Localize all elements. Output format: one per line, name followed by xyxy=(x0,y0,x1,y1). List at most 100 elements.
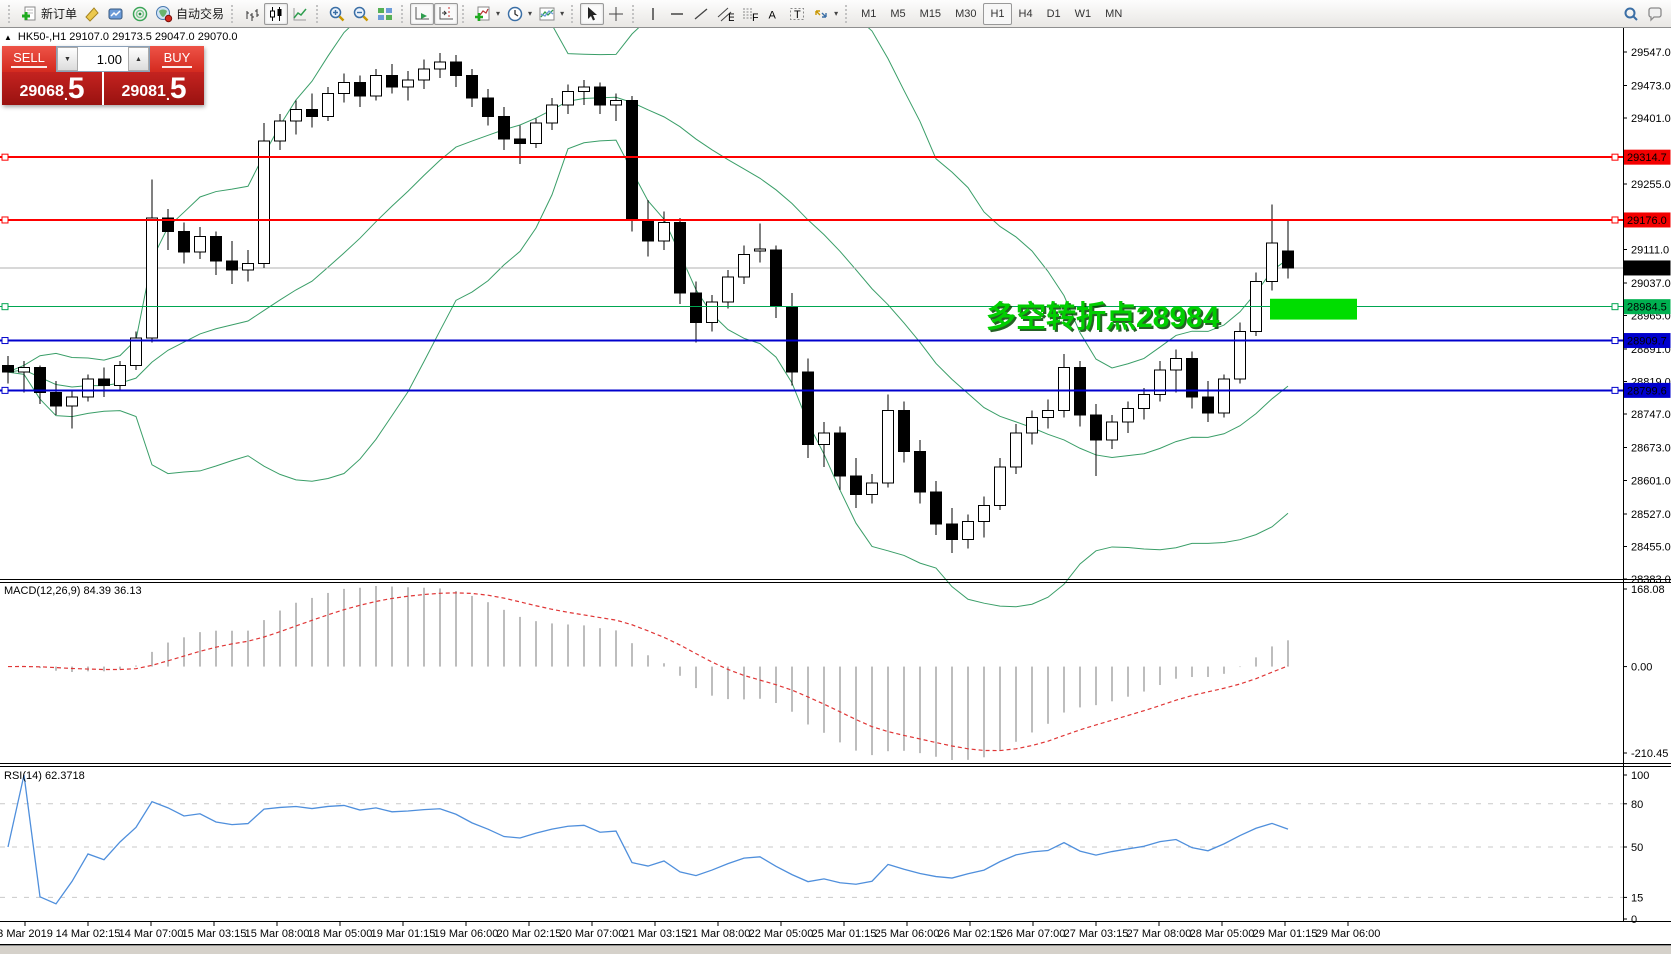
auto-scroll-button[interactable] xyxy=(410,2,435,25)
line-handle[interactable] xyxy=(1611,216,1619,224)
equidistant-channel-button[interactable]: E xyxy=(713,3,737,25)
candle xyxy=(226,240,238,284)
chart-shift-button[interactable] xyxy=(434,2,459,25)
auto-scroll-icon xyxy=(415,6,430,19)
chart-element xyxy=(98,378,110,387)
arrows-button[interactable]: ▾ xyxy=(809,3,841,25)
arrows-caret-icon: ▾ xyxy=(834,9,839,18)
line-handle[interactable] xyxy=(1611,153,1619,161)
line-handle[interactable] xyxy=(1,216,9,224)
profiles-button[interactable] xyxy=(80,3,104,25)
volume-increase-button[interactable]: ▲ xyxy=(128,47,149,71)
volume-stepper: ▼ 1.00 ▲ xyxy=(56,46,150,72)
timeframe-m30[interactable]: M30 xyxy=(955,7,977,20)
price-badge xyxy=(1623,149,1671,165)
periods-button[interactable]: ▾ xyxy=(503,3,535,25)
toolbar-drag-handle[interactable] xyxy=(632,4,637,23)
candle xyxy=(1058,353,1070,418)
buy-price[interactable]: 29081. 5 xyxy=(104,72,204,105)
sell-button[interactable]: SELL xyxy=(2,46,56,72)
candle xyxy=(370,68,382,101)
text-label-button[interactable]: T xyxy=(785,3,809,25)
timeframe-w1[interactable]: W1 xyxy=(1074,7,1092,20)
candle xyxy=(1026,410,1038,445)
line-chart-button[interactable] xyxy=(288,3,312,25)
timeframe-d1[interactable]: D1 xyxy=(1046,7,1061,20)
highlight-rectangle[interactable] xyxy=(1270,298,1357,320)
chart-annotation-text[interactable]: 多空转折点28984 xyxy=(986,301,1220,334)
chat-button[interactable] xyxy=(1643,3,1667,25)
price-axis-label: 29255.0 xyxy=(1631,179,1671,191)
horizontal-line-button[interactable] xyxy=(665,3,689,25)
buy-price-dot: . xyxy=(165,87,170,103)
line-handle[interactable] xyxy=(1,337,9,345)
indicators-button[interactable]: ▾ xyxy=(471,3,503,25)
chart-element xyxy=(306,108,318,117)
chart-element xyxy=(322,93,334,117)
price-badge xyxy=(1623,299,1671,315)
volume-input[interactable]: 1.00 xyxy=(96,51,122,67)
fibonacci-button[interactable]: F xyxy=(737,3,761,25)
date-axis-label: 19 Mar 01:15 xyxy=(371,928,436,940)
timeframe-m15[interactable]: M15 xyxy=(919,7,942,20)
date-axis-label: 21 Mar 03:15 xyxy=(623,928,688,940)
timeframe-h1[interactable]: H1 xyxy=(983,2,1012,25)
candle xyxy=(34,365,46,404)
line-handle[interactable] xyxy=(1611,386,1619,394)
toolbar-drag-handle[interactable] xyxy=(8,4,13,23)
collapse-triangle-icon[interactable]: ▲ xyxy=(4,32,12,42)
toolbar-drag-handle[interactable] xyxy=(231,4,236,23)
chart-element xyxy=(1026,416,1038,434)
toolbar-drag-handle[interactable] xyxy=(462,4,467,23)
toolbar-drag-handle[interactable] xyxy=(401,4,406,23)
search-button[interactable] xyxy=(1619,3,1643,25)
indicators-icon xyxy=(475,6,490,21)
chart-element xyxy=(866,482,878,495)
candlestick-chart-button[interactable] xyxy=(264,2,289,25)
timeframe-mn[interactable]: MN xyxy=(1105,7,1123,20)
horizontal-line-icon xyxy=(671,12,684,15)
zoom-in-button[interactable] xyxy=(325,3,349,25)
candle xyxy=(738,245,750,284)
line-handle[interactable] xyxy=(1,386,9,394)
chart-element xyxy=(578,86,590,92)
chart-element xyxy=(1234,330,1246,380)
candle xyxy=(594,82,606,115)
market-watch-icon xyxy=(108,8,123,19)
timeframe-m5[interactable]: M5 xyxy=(890,7,906,20)
autotrading-button[interactable]: 自动交易 xyxy=(152,3,227,25)
candle xyxy=(722,270,734,309)
timeframe-m1[interactable]: M1 xyxy=(861,7,877,20)
new-order-button[interactable]: 新订单 xyxy=(17,3,80,25)
zoom-out-button[interactable] xyxy=(349,3,373,25)
line-handle[interactable] xyxy=(1,153,9,161)
line-handle[interactable] xyxy=(1,303,9,311)
cursor-button[interactable] xyxy=(580,2,605,25)
date-axis-label: 20 Mar 07:00 xyxy=(560,928,625,940)
candle xyxy=(946,507,958,554)
templates-button[interactable]: ▾ xyxy=(535,3,567,25)
vertical-line-button[interactable] xyxy=(641,3,665,25)
sell-price[interactable]: 29068. 5 xyxy=(2,72,102,105)
price-axis-label: 29111.0 xyxy=(1631,244,1669,256)
crosshair-button[interactable] xyxy=(604,3,628,25)
market-watch-button[interactable] xyxy=(104,3,128,25)
buy-button[interactable]: BUY xyxy=(150,46,204,72)
signals-button[interactable] xyxy=(128,3,152,25)
bar-chart-button[interactable] xyxy=(240,3,264,25)
trendline-button[interactable] xyxy=(689,3,713,25)
timeframe-h4[interactable]: H4 xyxy=(1018,7,1033,20)
line-handle[interactable] xyxy=(1611,303,1619,311)
candle xyxy=(18,360,30,393)
toolbar-drag-handle[interactable] xyxy=(316,4,321,23)
volume-decrease-button[interactable]: ▼ xyxy=(57,47,78,71)
line-handle[interactable] xyxy=(1611,337,1619,345)
tile-windows-button[interactable] xyxy=(373,3,397,25)
text-button[interactable]: A xyxy=(761,3,785,25)
candle xyxy=(914,440,926,504)
toolbar-drag-handle[interactable] xyxy=(571,4,576,23)
toolbar-drag-handle[interactable] xyxy=(845,4,850,23)
chart-element xyxy=(338,81,350,95)
